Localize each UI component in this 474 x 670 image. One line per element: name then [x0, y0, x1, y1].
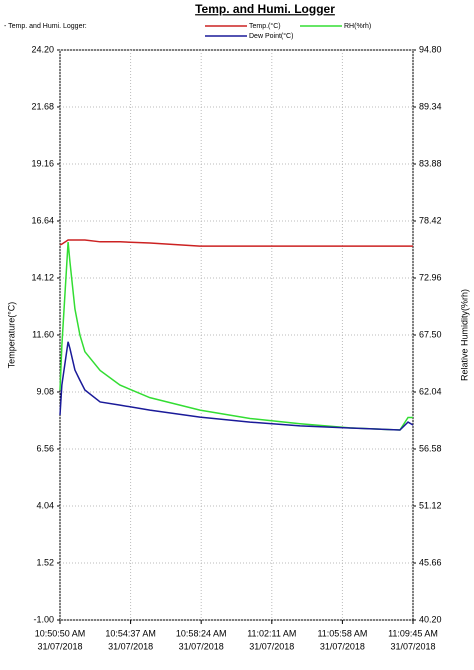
x-tick-label: 11:05:58 AM	[317, 628, 367, 638]
legend-label: Temp.(°C)	[249, 22, 281, 30]
y-tick-label: 6.56	[36, 443, 54, 453]
y-tick-label: -1.00	[33, 614, 54, 624]
y2-tick-label: 56.58	[419, 443, 442, 453]
y2-tick-label: 62.04	[419, 386, 442, 396]
x-tick-date: 31/07/2018	[108, 641, 153, 651]
y-axis-label: Temperature(°C)	[6, 302, 16, 369]
x-tick-date: 31/07/2018	[37, 641, 82, 651]
y2-tick-label: 45.66	[419, 557, 442, 567]
x-tick-label: 10:58:24 AM	[176, 628, 227, 638]
y2-tick-label: 78.42	[419, 215, 442, 225]
y-tick-label: 9.08	[36, 386, 54, 396]
y2-tick-label: 83.88	[419, 158, 442, 168]
y2-tick-label: 51.12	[419, 500, 442, 510]
chart-title: Temp. and Humi. Logger	[195, 2, 335, 16]
legend-label: Dew Point(°C)	[249, 32, 293, 40]
y2-tick-label: 94.80	[419, 44, 442, 54]
x-tick-label: 10:54:37 AM	[105, 628, 156, 638]
y-tick-label: 1.52	[36, 557, 54, 567]
y2-tick-label: 67.50	[419, 329, 442, 339]
legend-label: RH(%rh)	[344, 23, 371, 30]
x-tick-date: 31/07/2018	[249, 641, 294, 651]
series-line	[59, 239, 413, 247]
y2-tick-label: 72.96	[419, 272, 442, 282]
y-tick-label: 16.64	[31, 215, 54, 225]
series-line	[59, 242, 413, 431]
x-tick-label: 11:02:11 AM	[247, 628, 296, 638]
y2-axis-label: Relative Humidity(%rh)	[459, 289, 469, 381]
x-tick-date: 31/07/2018	[179, 641, 224, 651]
y-tick-label: 19.16	[31, 158, 54, 168]
x-tick-date: 31/07/2018	[390, 641, 435, 651]
y-tick-label: 4.04	[36, 500, 54, 510]
y-tick-label: 11.60	[32, 329, 54, 339]
y-tick-label: 14.12	[31, 272, 54, 282]
x-tick-date: 31/07/2018	[320, 641, 365, 651]
y2-tick-label: 40.20	[419, 614, 442, 624]
x-tick-label: 11:09:45 AM	[388, 628, 438, 638]
x-tick-label: 10:50:50 AM	[35, 628, 86, 638]
chart-subtitle: - Temp. and Humi. Logger:	[4, 23, 87, 30]
y-tick-label: 24.20	[31, 44, 54, 54]
y-tick-label: 21.68	[31, 101, 54, 111]
y2-tick-label: 89.34	[419, 101, 442, 111]
series-line	[59, 341, 414, 431]
